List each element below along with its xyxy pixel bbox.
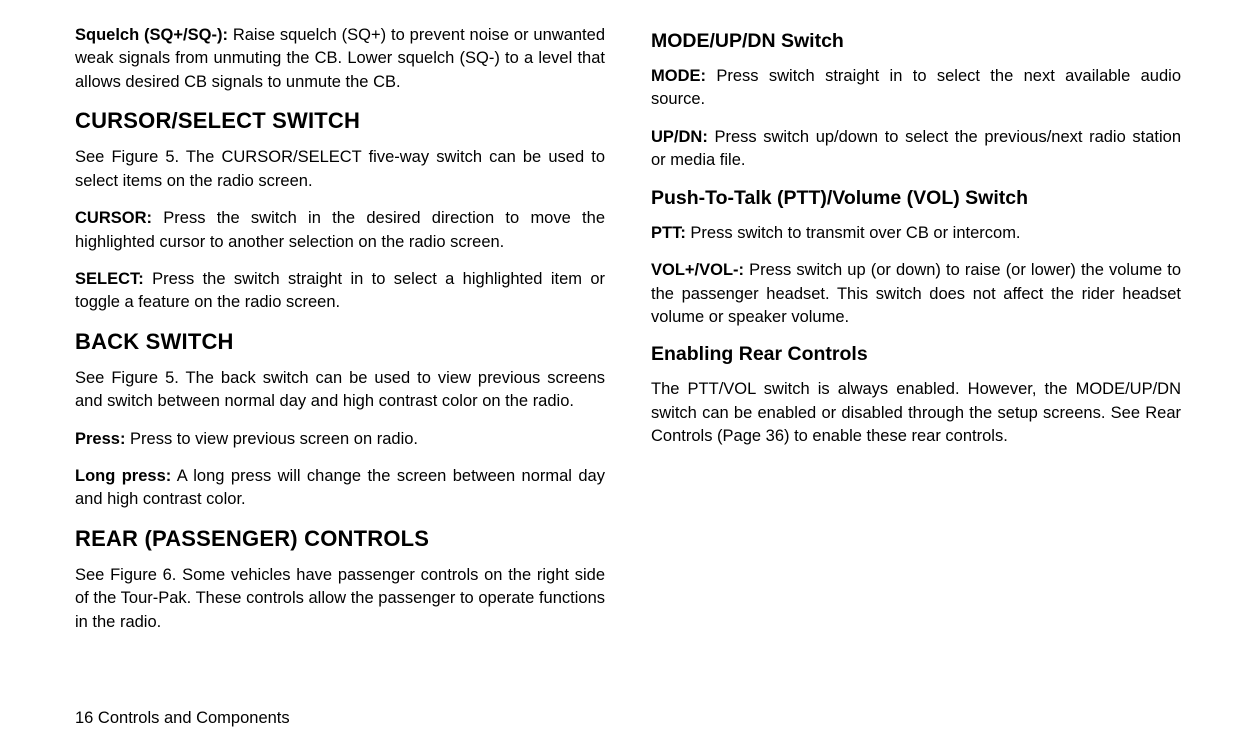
select-text: Press the switch straight in to select a… — [75, 270, 605, 311]
press-text: Press to view previous screen on radio. — [125, 430, 418, 448]
cursor-text: Press the switch in the desired directio… — [75, 209, 605, 250]
press-paragraph: Press: Press to view previous screen on … — [75, 428, 605, 451]
cursor-label: CURSOR: — [75, 209, 152, 227]
manual-page: Squelch (SQ+/SQ-): Raise squelch (SQ+) t… — [0, 0, 1241, 750]
back-intro: See Figure 5. The back switch can be use… — [75, 367, 605, 414]
heading-ptt-vol: Push-To-Talk (PTT)/Volume (VOL) Switch — [651, 187, 1181, 210]
vol-label: VOL+/VOL-: — [651, 261, 744, 279]
long-press-label: Long press: — [75, 467, 171, 485]
right-column: MODE/UP/DN Switch MODE: Press switch str… — [651, 24, 1181, 726]
long-press-paragraph: Long press: A long press will change the… — [75, 465, 605, 512]
vol-paragraph: VOL+/VOL-: Press switch up (or down) to … — [651, 259, 1181, 329]
ptt-text: Press switch to transmit over CB or inte… — [686, 224, 1021, 242]
press-label: Press: — [75, 430, 125, 448]
updn-label: UP/DN: — [651, 128, 708, 146]
updn-paragraph: UP/DN: Press switch up/down to select th… — [651, 126, 1181, 173]
squelch-label: Squelch (SQ+/SQ-): — [75, 26, 228, 44]
squelch-paragraph: Squelch (SQ+/SQ-): Raise squelch (SQ+) t… — [75, 24, 605, 94]
heading-rear-controls: REAR (PASSENGER) CONTROLS — [75, 526, 605, 552]
heading-back-switch: BACK SWITCH — [75, 329, 605, 355]
select-label: SELECT: — [75, 270, 144, 288]
left-column: Squelch (SQ+/SQ-): Raise squelch (SQ+) t… — [75, 24, 605, 726]
rear-intro: See Figure 6. Some vehicles have passeng… — [75, 564, 605, 634]
heading-enabling-rear: Enabling Rear Controls — [651, 343, 1181, 366]
mode-paragraph: MODE: Press switch straight in to select… — [651, 65, 1181, 112]
ptt-label: PTT: — [651, 224, 686, 242]
mode-label: MODE: — [651, 67, 706, 85]
enable-paragraph: The PTT/VOL switch is always enabled. Ho… — [651, 378, 1181, 448]
updn-text: Press switch up/down to select the previ… — [651, 128, 1181, 169]
cursor-paragraph: CURSOR: Press the switch in the desired … — [75, 207, 605, 254]
ptt-paragraph: PTT: Press switch to transmit over CB or… — [651, 222, 1181, 245]
mode-text: Press switch straight in to select the n… — [651, 67, 1181, 108]
heading-cursor-select: CURSOR/SELECT SWITCH — [75, 108, 605, 134]
select-paragraph: SELECT: Press the switch straight in to … — [75, 268, 605, 315]
cursor-intro: See Figure 5. The CURSOR/SELECT five-way… — [75, 146, 605, 193]
page-footer: 16 Controls and Components — [75, 709, 290, 728]
heading-mode-switch: MODE/UP/DN Switch — [651, 30, 1181, 53]
